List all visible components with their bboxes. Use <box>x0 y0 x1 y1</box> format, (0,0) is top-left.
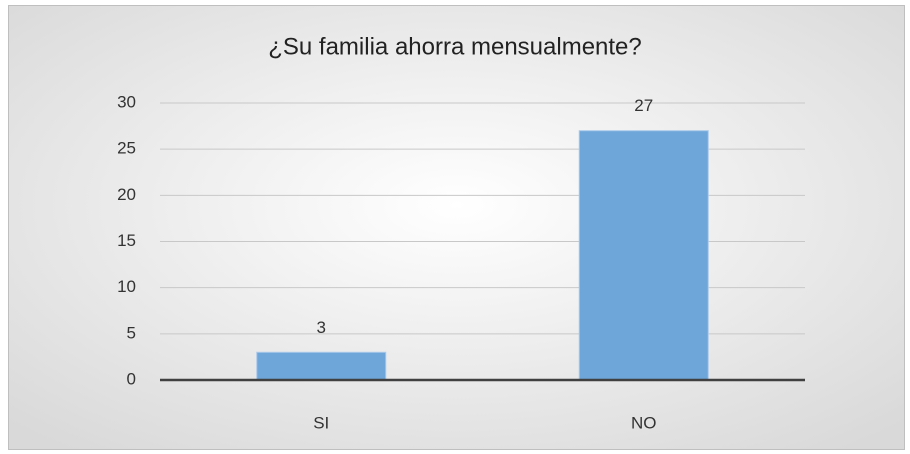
y-tick-label: 15 <box>117 231 136 250</box>
x-tick-label: NO <box>631 413 657 432</box>
y-tick-label: 20 <box>117 185 136 204</box>
y-tick-label: 25 <box>117 139 136 158</box>
data-label: 3 <box>317 318 326 337</box>
bar <box>578 130 709 381</box>
bar <box>256 351 387 381</box>
x-tick-label: SI <box>313 413 329 432</box>
y-tick-label: 10 <box>117 277 136 296</box>
chart-title: ¿Su familia ahorra mensualmente? <box>268 33 642 60</box>
y-tick-label: 0 <box>127 369 136 388</box>
y-tick-label: 5 <box>127 323 136 342</box>
data-label: 27 <box>634 96 653 115</box>
y-tick-label: 30 <box>117 92 136 111</box>
chart-frame <box>8 5 905 450</box>
